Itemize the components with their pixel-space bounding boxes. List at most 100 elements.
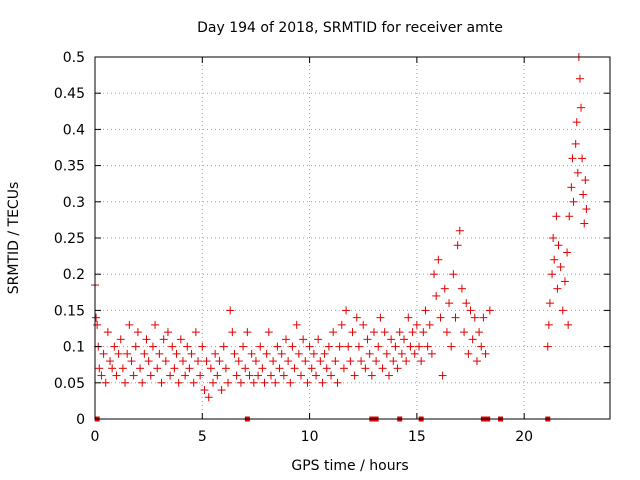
data-point bbox=[457, 284, 466, 293]
y-axis-label: SRMTID / TECUs bbox=[6, 182, 22, 295]
x-tick-label: 5 bbox=[198, 429, 207, 445]
x-tick-label: 10 bbox=[301, 429, 319, 445]
data-point bbox=[382, 349, 391, 358]
grid-lines bbox=[95, 57, 610, 419]
data-point bbox=[224, 378, 233, 387]
x-axis-label: GPS time / hours bbox=[291, 458, 408, 474]
data-point bbox=[581, 176, 590, 185]
data-point bbox=[550, 255, 559, 264]
data-point bbox=[271, 378, 280, 387]
data-point bbox=[194, 357, 202, 366]
data-point bbox=[346, 357, 355, 366]
y-tick-label: 0.4 bbox=[63, 122, 85, 138]
y-tick-label: 0.2 bbox=[63, 267, 85, 283]
data-point bbox=[204, 393, 213, 402]
data-point bbox=[153, 364, 162, 373]
data-point bbox=[249, 378, 258, 387]
data-point bbox=[234, 357, 243, 366]
data-point bbox=[425, 320, 434, 329]
data-point bbox=[412, 320, 421, 329]
data-point bbox=[327, 371, 336, 380]
data-point bbox=[451, 313, 460, 322]
data-point bbox=[372, 357, 381, 366]
data-point bbox=[361, 364, 370, 373]
data-point bbox=[189, 378, 198, 387]
data-point bbox=[129, 371, 138, 380]
data-point bbox=[297, 371, 305, 380]
data-point bbox=[582, 205, 591, 214]
data-point bbox=[558, 306, 567, 315]
data-point bbox=[168, 342, 177, 351]
data-point bbox=[565, 212, 574, 221]
data-point bbox=[417, 357, 426, 366]
data-point bbox=[93, 320, 102, 329]
data-point bbox=[159, 335, 168, 344]
data-point bbox=[350, 371, 359, 380]
data-point bbox=[172, 349, 181, 358]
data-point bbox=[395, 328, 404, 337]
data-point bbox=[110, 342, 119, 351]
data-point bbox=[314, 335, 323, 344]
data-point bbox=[146, 371, 155, 380]
y-tick-label: 0.15 bbox=[54, 303, 85, 319]
data-point bbox=[209, 378, 218, 387]
axis-ticks: 0 5 10 15 20 0 0.05 0.1 0.15 0.2 0.25 0.3 0.35 0.4 0.4… bbox=[54, 50, 610, 445]
data-point bbox=[348, 328, 357, 337]
data-point bbox=[309, 349, 318, 358]
x-tick-label: 20 bbox=[515, 429, 533, 445]
data-point bbox=[419, 328, 428, 337]
data-point bbox=[228, 328, 237, 337]
data-point bbox=[342, 306, 351, 315]
data-point bbox=[577, 103, 586, 112]
data-point bbox=[303, 378, 312, 387]
data-point bbox=[380, 328, 389, 337]
data-point bbox=[548, 270, 557, 279]
data-point bbox=[543, 342, 552, 351]
data-point bbox=[260, 378, 269, 387]
data-point bbox=[567, 183, 576, 192]
data-point bbox=[247, 349, 256, 358]
data-point bbox=[219, 342, 228, 351]
data-point bbox=[284, 357, 293, 366]
data-point bbox=[163, 328, 172, 337]
data-point bbox=[359, 320, 368, 329]
data-point bbox=[391, 342, 400, 351]
data-point bbox=[125, 320, 134, 329]
data-point bbox=[477, 342, 486, 351]
data-point bbox=[466, 306, 475, 315]
data-point bbox=[166, 371, 175, 380]
data-point bbox=[112, 371, 121, 380]
y-tick-label: 0.35 bbox=[54, 159, 85, 175]
data-point bbox=[95, 364, 104, 373]
data-point bbox=[389, 357, 398, 366]
data-point bbox=[447, 342, 456, 351]
chart-title: Day 194 of 2018, SRMTID for receiver amt… bbox=[197, 20, 503, 36]
data-point bbox=[335, 342, 344, 351]
data-point bbox=[103, 328, 112, 337]
data-point bbox=[114, 349, 123, 358]
data-point bbox=[294, 349, 303, 358]
data-point bbox=[367, 371, 376, 380]
data-point bbox=[432, 291, 441, 300]
data-point bbox=[329, 328, 338, 337]
data-point bbox=[571, 139, 580, 148]
data-point bbox=[569, 197, 578, 206]
y-tick-label: 0.1 bbox=[63, 340, 85, 356]
data-point bbox=[198, 342, 207, 351]
data-point bbox=[258, 364, 267, 373]
data-point bbox=[578, 154, 587, 163]
data-point bbox=[290, 364, 299, 373]
data-point bbox=[101, 378, 110, 387]
data-point bbox=[460, 328, 469, 337]
data-point bbox=[318, 378, 327, 387]
data-point bbox=[363, 335, 372, 344]
data-point bbox=[427, 349, 436, 358]
data-point bbox=[462, 299, 471, 308]
y-tick-label: 0.5 bbox=[63, 50, 85, 66]
data-point bbox=[369, 328, 378, 337]
data-point bbox=[374, 342, 383, 351]
y-tick-label: 0.05 bbox=[54, 376, 85, 392]
data-point bbox=[564, 320, 573, 329]
data-point bbox=[573, 168, 582, 177]
data-point bbox=[144, 357, 153, 366]
